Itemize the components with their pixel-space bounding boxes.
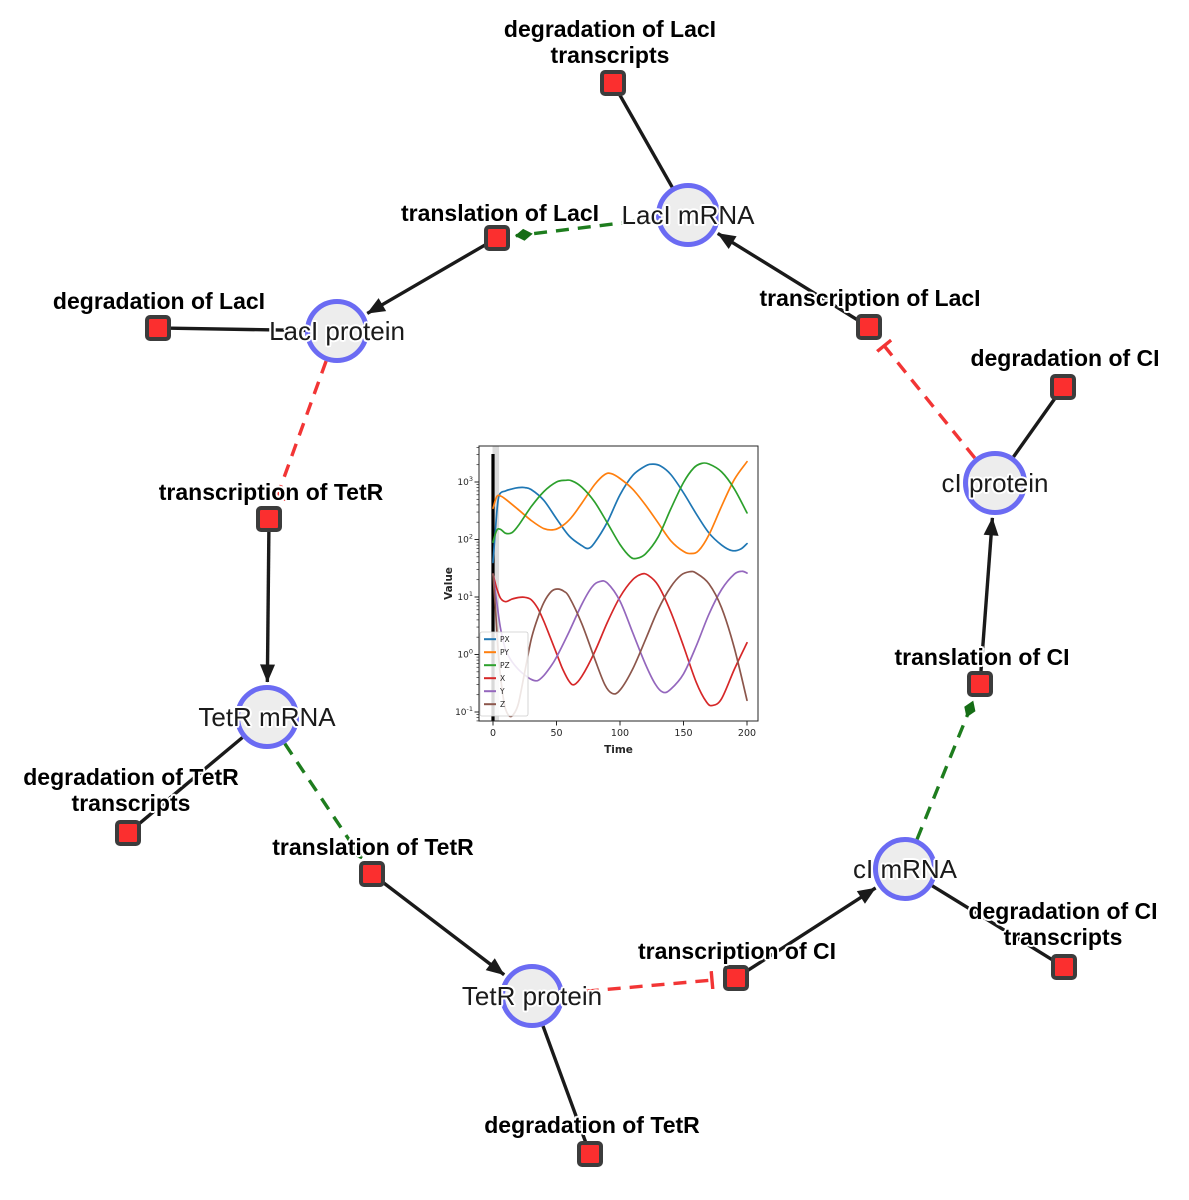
legend-label-Z: Z xyxy=(500,700,505,709)
y-tick-label: 10-1 xyxy=(455,705,473,718)
edge-inhibition-tetr-protein-to-transcription-ci xyxy=(563,971,715,995)
x-tick-label: 150 xyxy=(674,728,692,739)
y-tick-label: 103 xyxy=(457,475,473,488)
edge-consumption-laci-protein-to-deg-laci xyxy=(170,326,306,333)
x-tick-label: 50 xyxy=(550,728,562,739)
y-tick-label: 102 xyxy=(457,533,473,546)
y-axis-label: Value xyxy=(443,567,455,600)
series-line-Z xyxy=(492,570,748,718)
inset-time-series-chart: 0 50 100 150 20010310210110010-1TimeValuePXP… xyxy=(442,430,788,768)
series-line-PX xyxy=(492,463,748,564)
edge-production-translation-ci-to-ci-protein xyxy=(979,517,999,672)
legend-label-X: X xyxy=(500,674,505,683)
edge-modifier-tetr-mrna-to-translation-tetr xyxy=(283,742,363,860)
y-tick-label: 101 xyxy=(457,590,473,603)
chart-legend: PX PY PZ XYZ xyxy=(479,631,529,717)
edge-production-translation-laci-to-laci-protein xyxy=(366,243,487,315)
edge-modifier-laci-mrna-to-translation-laci xyxy=(514,217,657,241)
series-line-PY xyxy=(492,460,748,555)
plot-border xyxy=(478,445,759,722)
edge-inhibition-ci-protein-to-transcription-laci xyxy=(876,338,977,460)
series-line-X xyxy=(492,572,748,707)
edge-production-transcription-tetr-to-tetr-mrna xyxy=(260,531,276,683)
legend-label-Y: Y xyxy=(499,687,505,696)
edge-consumption-tetr-mrna-to-deg-tetr-transcripts xyxy=(136,736,244,826)
edge-modifier-ci-mrna-to-translation-ci xyxy=(915,700,976,840)
edge-consumption-tetr-protein-to-deg-tetr xyxy=(541,1025,588,1143)
edge-consumption-ci-mrna-to-deg-ci-transcripts xyxy=(931,884,1054,962)
edge-consumption-ci-protein-to-deg-ci xyxy=(1012,396,1057,458)
edge-consumption-laci-mrna-to-deg-laci-transcripts xyxy=(617,93,674,189)
x-tick-label: 100 xyxy=(611,728,629,739)
x-axis-label: Time xyxy=(604,744,633,756)
y-tick-label: 100 xyxy=(457,648,473,661)
chart-plot-area xyxy=(491,446,748,721)
edge-production-transcription-ci-to-ci-mrna xyxy=(746,886,877,973)
edge-inhibition-laci-protein-to-transcription-tetr xyxy=(268,360,328,501)
series-line-PZ xyxy=(492,462,748,560)
x-tick-label: 0 xyxy=(490,728,496,739)
legend-label-PX: PX xyxy=(500,635,510,644)
edge-production-translation-tetr-to-tetr-protein xyxy=(381,880,506,977)
edge-production-transcription-laci-to-laci-mrna xyxy=(716,231,859,322)
legend-label-PY: PY xyxy=(500,648,509,657)
x-tick-label: 200 xyxy=(738,728,756,739)
legend-label-PZ: PZ xyxy=(500,661,510,670)
series-line-Y xyxy=(492,570,748,694)
